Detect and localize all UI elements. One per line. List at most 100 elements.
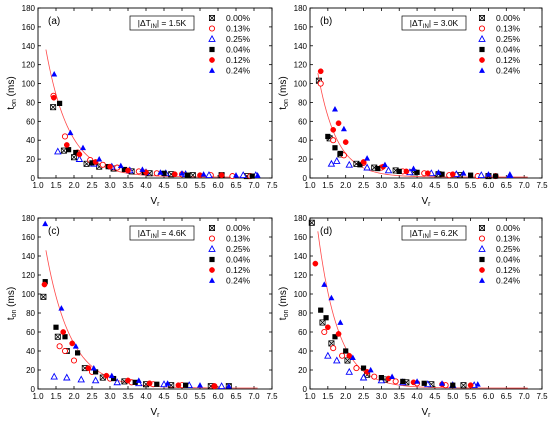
x-tick-label: 7.0 bbox=[248, 392, 260, 401]
series-1 bbox=[308, 219, 467, 389]
marker-cross bbox=[71, 154, 77, 161]
x-tick-label: 5.5 bbox=[465, 181, 477, 190]
temperature-label-sub: IN bbox=[423, 234, 429, 240]
data-point bbox=[344, 357, 351, 364]
data-point bbox=[50, 104, 57, 111]
data-point bbox=[357, 162, 363, 168]
data-point bbox=[146, 380, 153, 387]
data-point bbox=[107, 163, 113, 170]
legend-marker bbox=[208, 244, 216, 252]
legend-label: 0.13% bbox=[226, 234, 251, 244]
data-point bbox=[132, 379, 138, 385]
data-point bbox=[111, 375, 117, 382]
data-point bbox=[333, 356, 341, 364]
marker-cross bbox=[54, 333, 61, 340]
data-point bbox=[76, 151, 83, 158]
y-tick-label: 180 bbox=[22, 214, 36, 223]
y-tick-label: 180 bbox=[294, 4, 308, 13]
y-tick-label: 160 bbox=[22, 23, 36, 32]
series-5 bbox=[312, 260, 474, 389]
data-point bbox=[318, 307, 324, 313]
legend-marker bbox=[209, 277, 215, 283]
data-point bbox=[493, 173, 499, 179]
data-point bbox=[125, 167, 131, 174]
x-axis-label-sub: r bbox=[428, 412, 431, 419]
data-point bbox=[71, 154, 78, 161]
panel-label: (a) bbox=[48, 16, 60, 27]
y-tick-label: 60 bbox=[298, 117, 307, 126]
legend-marker bbox=[208, 14, 215, 21]
temperature-label-box bbox=[401, 225, 467, 241]
plot-frame bbox=[37, 217, 273, 390]
marker-cross bbox=[479, 225, 485, 231]
x-axis-label-sub: r bbox=[428, 201, 431, 208]
data-point bbox=[72, 343, 79, 349]
x-tick-label: 6.5 bbox=[230, 392, 242, 401]
data-point bbox=[439, 171, 445, 177]
y-tick-label: 0 bbox=[31, 174, 36, 183]
legend-label: 0.24% bbox=[226, 66, 251, 76]
legend-marker bbox=[478, 235, 486, 242]
legend: 0.00%0.13%0.25%0.04%0.12%0.24% bbox=[478, 13, 521, 76]
data-point bbox=[60, 329, 67, 335]
data-point bbox=[449, 171, 456, 178]
x-tick-label: 2.5 bbox=[86, 181, 98, 190]
series-6 bbox=[51, 71, 261, 178]
data-point bbox=[321, 328, 328, 336]
data-point bbox=[468, 172, 474, 178]
data-point bbox=[239, 171, 247, 179]
legend-label: 0.00% bbox=[496, 223, 521, 233]
temperature-label-rest: | = 3.0K bbox=[429, 18, 459, 28]
data-point bbox=[56, 343, 63, 350]
legend: 0.00%0.13%0.25%0.04%0.12%0.24% bbox=[208, 13, 251, 76]
data-point bbox=[139, 166, 146, 172]
x-tick-label: 4.0 bbox=[140, 181, 152, 190]
y-tick-label: 100 bbox=[294, 80, 308, 89]
legend-marker bbox=[479, 67, 485, 73]
y-axis-label-sub: on bbox=[283, 99, 290, 107]
data-point bbox=[225, 383, 232, 389]
y-tick-label: 100 bbox=[22, 290, 36, 299]
plot-frame bbox=[37, 7, 273, 179]
y-axis-label-unit: (ms) bbox=[278, 76, 289, 99]
data-point bbox=[175, 382, 182, 389]
marker-cross bbox=[168, 382, 175, 389]
data-point bbox=[70, 357, 78, 364]
x-tick-label: 4.5 bbox=[158, 181, 170, 190]
data-point bbox=[345, 160, 354, 168]
y-tick-label: 80 bbox=[26, 309, 35, 318]
marker-box bbox=[50, 104, 57, 111]
data-point bbox=[319, 319, 326, 326]
y-tick-label: 40 bbox=[298, 136, 307, 145]
data-point bbox=[121, 166, 127, 173]
y-axis-label-sub: on bbox=[11, 310, 18, 318]
legend-marker bbox=[208, 235, 216, 242]
marker-box bbox=[208, 224, 215, 231]
data-point bbox=[335, 331, 342, 337]
x-tick-label: 1.0 bbox=[32, 181, 44, 190]
temperature-label-box bbox=[129, 15, 195, 31]
legend: 0.00%0.13%0.25%0.04%0.12%0.24% bbox=[478, 223, 521, 286]
data-point bbox=[321, 281, 328, 287]
y-axis-label-main: t bbox=[6, 317, 17, 320]
y-axis-label-unit: (ms) bbox=[6, 287, 17, 310]
data-point bbox=[410, 165, 417, 171]
legend-marker bbox=[208, 224, 215, 231]
data-point bbox=[67, 129, 74, 136]
marker-cross bbox=[479, 15, 485, 21]
data-point bbox=[364, 155, 371, 161]
x-tick-label: 1.5 bbox=[322, 392, 334, 401]
legend-label: 0.24% bbox=[226, 276, 251, 286]
data-point bbox=[485, 171, 492, 177]
x-tick-label: 4.0 bbox=[412, 392, 424, 401]
data-point bbox=[337, 150, 343, 157]
data-point bbox=[233, 172, 239, 178]
legend-label: 0.12% bbox=[226, 265, 251, 275]
plot-frame bbox=[309, 217, 543, 390]
data-point bbox=[328, 294, 335, 301]
temperature-label-main: |ΔT bbox=[410, 18, 423, 28]
data-point bbox=[189, 172, 196, 179]
x-tick-label: 2.5 bbox=[358, 392, 370, 401]
data-point bbox=[375, 165, 381, 172]
x-tick-label: 3.0 bbox=[376, 181, 388, 190]
